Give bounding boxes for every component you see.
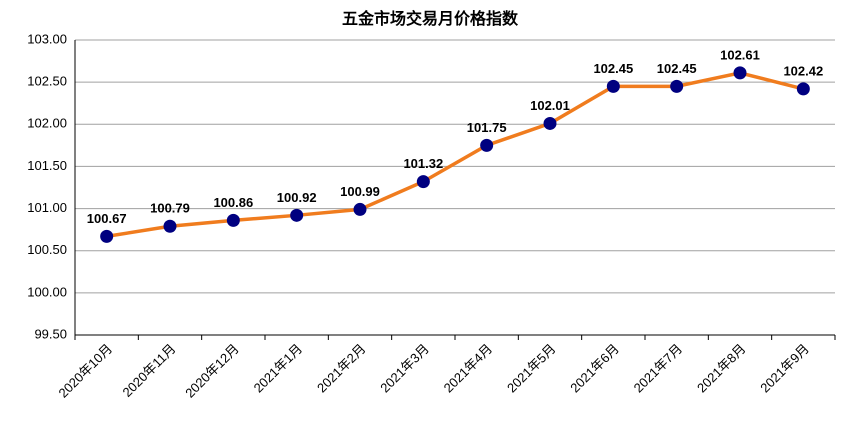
data-label: 100.92 bbox=[277, 190, 317, 205]
data-point bbox=[353, 202, 367, 216]
data-label: 100.86 bbox=[213, 195, 253, 210]
y-tick-label: 101.50 bbox=[27, 158, 67, 173]
y-tick-label: 101.00 bbox=[27, 200, 67, 215]
x-tick-label: 2021年1月 bbox=[251, 341, 306, 396]
y-tick-label: 100.50 bbox=[27, 242, 67, 257]
data-point bbox=[163, 219, 177, 233]
series-line bbox=[106, 71, 804, 239]
data-label: 100.99 bbox=[340, 184, 380, 199]
x-tick-label: 2020年12月 bbox=[182, 341, 242, 401]
x-tick-label: 2020年10月 bbox=[56, 341, 116, 401]
data-point bbox=[733, 66, 747, 80]
data-point bbox=[796, 82, 810, 96]
x-tick-label: 2021年5月 bbox=[504, 341, 559, 396]
x-tick-label: 2021年4月 bbox=[441, 341, 496, 396]
data-label: 102.42 bbox=[783, 63, 823, 78]
y-tick-label: 100.00 bbox=[27, 284, 67, 299]
data-point bbox=[670, 79, 684, 93]
data-point bbox=[226, 213, 240, 227]
data-point bbox=[606, 79, 620, 93]
x-tick-label: 2021年7月 bbox=[631, 341, 686, 396]
data-label: 100.67 bbox=[87, 211, 127, 226]
y-tick-label: 102.50 bbox=[27, 74, 67, 89]
data-label: 101.75 bbox=[467, 120, 507, 135]
data-point bbox=[480, 138, 494, 152]
data-label: 100.79 bbox=[150, 201, 190, 216]
data-point bbox=[543, 116, 557, 130]
y-tick-label: 103.00 bbox=[27, 31, 67, 46]
x-tick-label: 2020年11月 bbox=[120, 341, 179, 400]
data-point bbox=[290, 208, 304, 222]
data-point bbox=[100, 229, 114, 243]
x-tick-label: 2021年8月 bbox=[694, 341, 749, 396]
data-label: 102.01 bbox=[530, 98, 570, 113]
x-tick-label: 2021年9月 bbox=[757, 341, 812, 396]
y-tick-label: 102.00 bbox=[27, 116, 67, 131]
x-tick-label: 2021年2月 bbox=[314, 341, 369, 396]
data-label: 102.45 bbox=[593, 61, 633, 76]
data-label: 102.61 bbox=[720, 47, 760, 62]
data-label: 102.45 bbox=[657, 61, 697, 76]
data-point bbox=[416, 175, 430, 189]
x-tick-label: 2021年6月 bbox=[567, 341, 622, 396]
y-tick-label: 99.50 bbox=[34, 326, 67, 341]
data-label: 101.32 bbox=[403, 156, 443, 171]
chart-title: 五金市场交易月价格指数 bbox=[342, 9, 519, 28]
x-tick-label: 2021年3月 bbox=[377, 341, 432, 396]
